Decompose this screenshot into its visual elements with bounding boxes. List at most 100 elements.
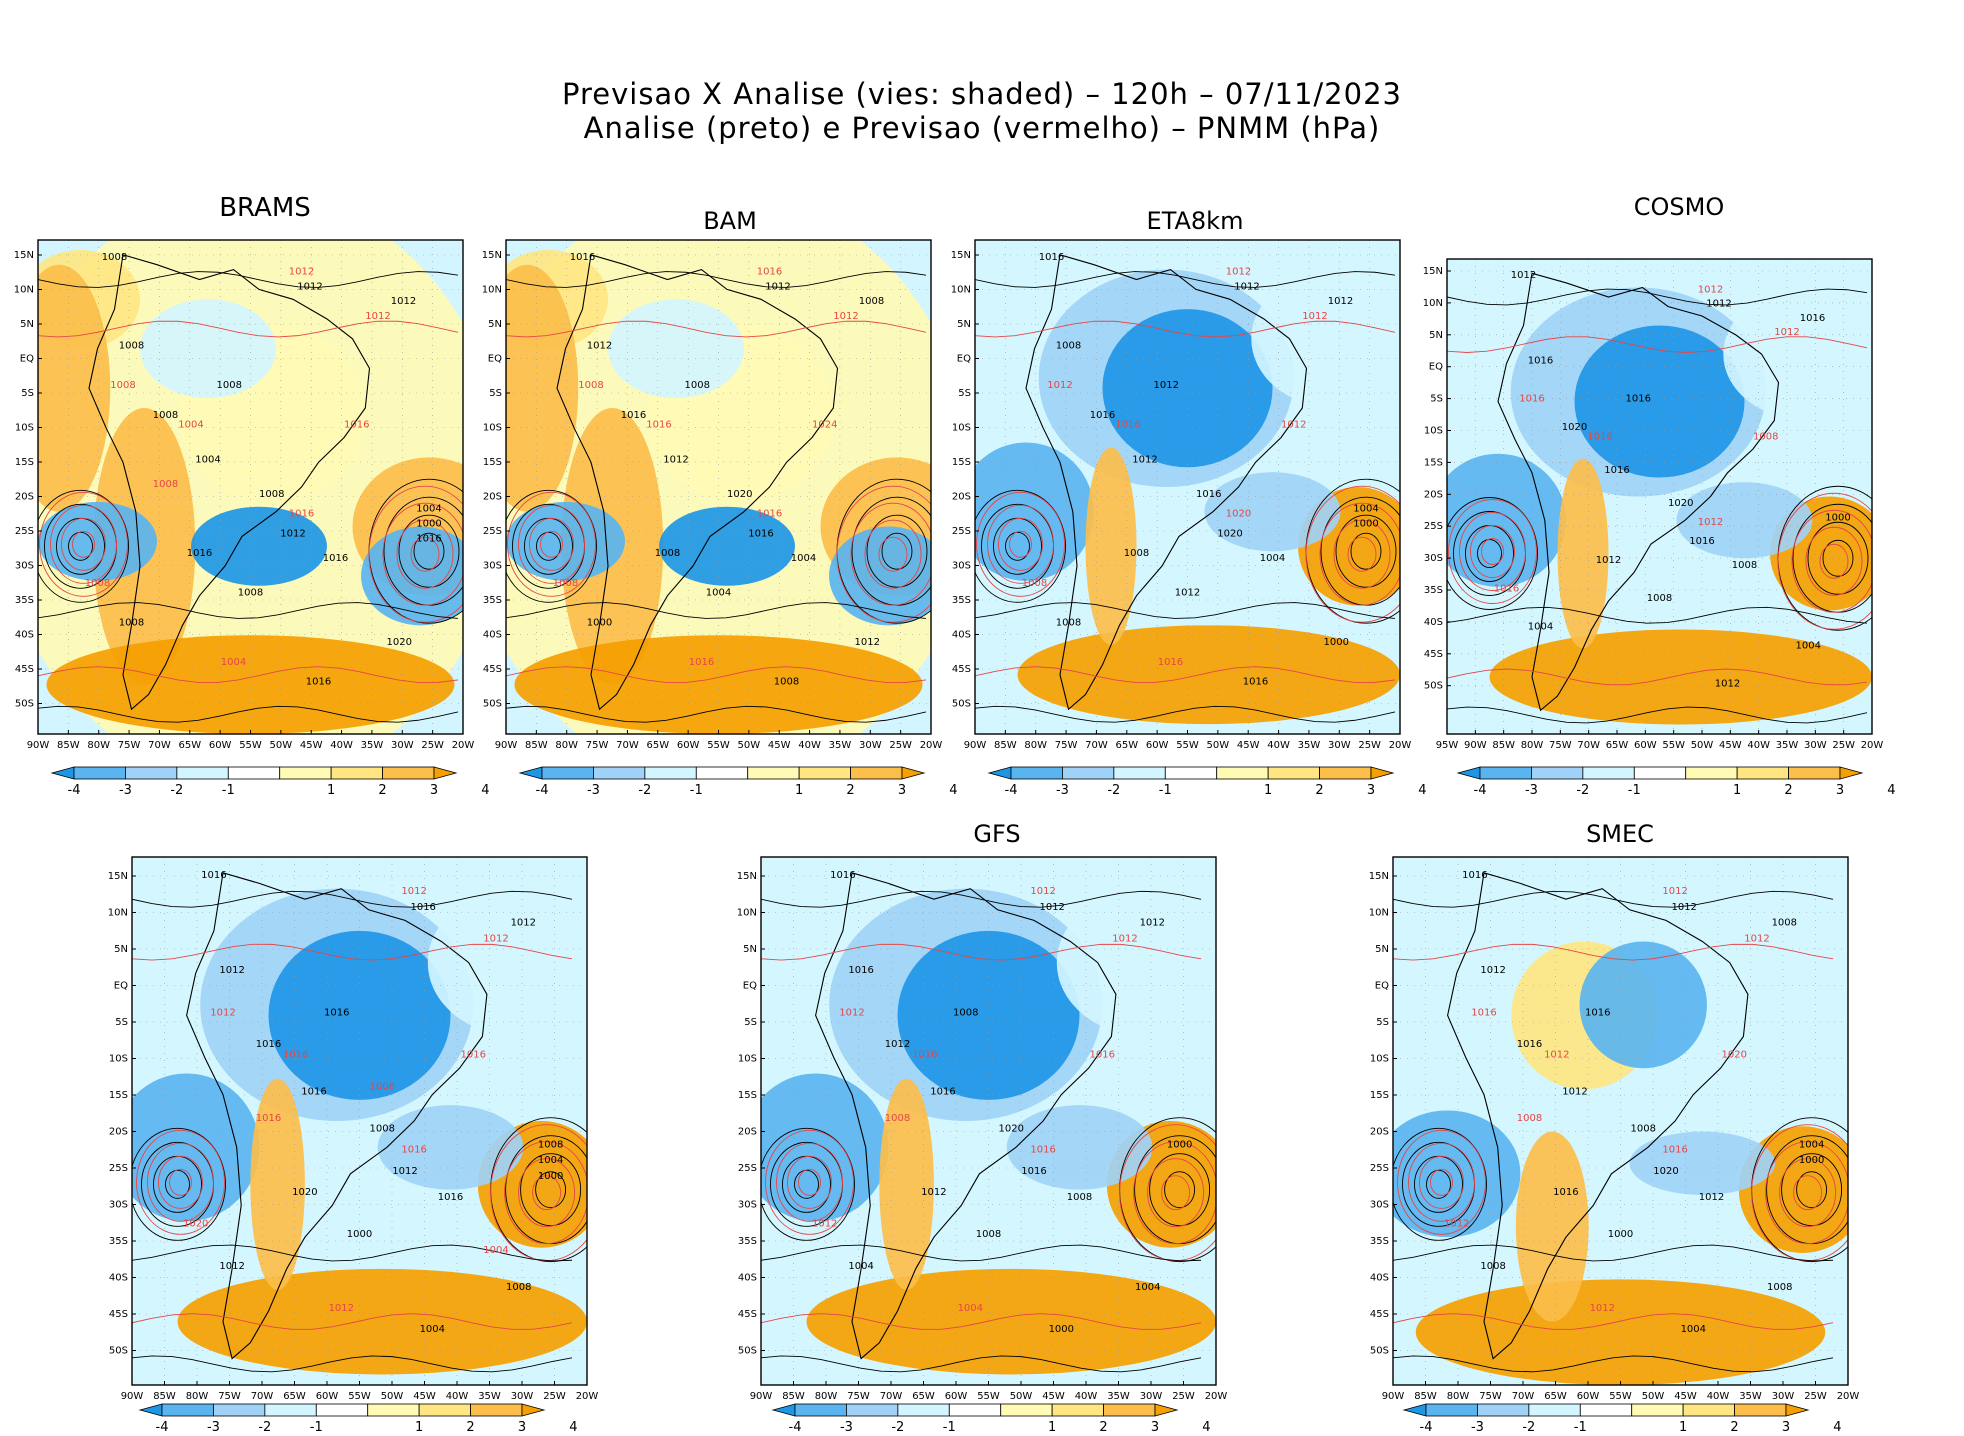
forecast-contour-label: 1016 [757,267,782,278]
bias-shading [46,635,455,734]
colorbar-swatch [1734,1403,1787,1417]
colorbar-swatch [227,766,281,780]
analysis-contour-label: 1008 [953,1007,978,1018]
lon-tick-label: 80W [1447,1391,1470,1402]
bias-shading [177,1268,587,1375]
lat-tick-label: 15N [737,871,757,882]
colorbar-label: -1 [310,1420,323,1435]
analysis-contour [1149,1153,1211,1227]
lon-tick-label: 65W [912,1391,935,1402]
lat-tick-label: 15S [1370,1090,1389,1101]
analysis-contour [761,1355,1202,1373]
colorbar-label: 3 [898,783,906,798]
analysis-contour [761,1127,855,1241]
colorbar-label: -3 [207,1420,220,1435]
analysis-contour-label: 1000 [538,1171,563,1182]
forecast-contour [976,491,1065,597]
forecast-contour [1408,1142,1475,1222]
analysis-contour-label: 1016 [1196,489,1221,500]
analysis-contour-label: 1000 [1608,1229,1633,1240]
analysis-contour [38,705,459,723]
colorbar-swatch [948,1403,1002,1417]
colorbar-arrow-left [987,766,1012,780]
lat-tick-label: EQ [957,354,971,365]
analysis-contour-label: 1016 [1021,1166,1046,1177]
analysis-contour [1781,1153,1843,1227]
lon-tick-label: 90W [1382,1391,1405,1402]
colorbar-swatch [1531,766,1584,780]
analysis-contour [1447,288,1868,306]
map-panel-cosmo: 1012101210161016101610201016102010161012… [1423,258,1883,751]
analysis-contour-label: 1008 [1647,593,1672,604]
forecast-contour-label: 1016 [1115,420,1140,431]
analysis-contour-label: 1004 [848,1261,873,1272]
colorbar-swatch [418,1403,471,1417]
lon-tick-label: 30W [1804,740,1827,751]
analysis-contour-label: 1020 [999,1124,1024,1135]
analysis-contour-label: 1008 [655,548,680,559]
coastline [88,254,371,711]
colorbar-label: 2 [1315,783,1323,798]
colorbar-label: -3 [119,783,132,798]
forecast-contour-label: 1012 [1226,267,1251,278]
colorbar-label: -4 [68,783,81,798]
lon-tick-label: 75W [847,1391,870,1402]
analysis-contour-label: 1016 [301,1087,326,1098]
analysis-contour-label: 1008 [370,1124,395,1135]
lat-tick-label: 30S [952,561,971,572]
colorbar-swatch [1631,1403,1684,1417]
forecast-contour [518,504,585,584]
lat-tick-label: 15N [1423,266,1443,277]
lat-tick-label: 50S [483,699,502,710]
forecast-contour-label: 1004 [221,657,246,668]
colorbar-swatch [1788,766,1841,780]
forecast-contour [1133,1141,1216,1245]
analysis-contour-label: 1012 [1699,1192,1724,1203]
forecast-contour-label: 1016 [1158,657,1183,668]
analysis-contour-label: 1016 [256,1039,281,1050]
lon-tick-label: 70W [1577,740,1600,751]
lon-tick-label: 65W [1115,740,1138,751]
forecast-contour-label: 1016 [344,420,369,431]
colorbar-swatch [470,1403,523,1417]
forecast-contour-label: 1016 [289,509,314,520]
analysis-contour-label: 1012 [1175,588,1200,599]
bias-shading [1056,888,1216,1037]
forecast-contour-label: 1008 [1022,578,1047,589]
analysis-contour-label: 1016 [930,1087,955,1098]
lon-tick-label: 20W [920,740,943,751]
colorbar-swatch [1579,1403,1633,1417]
analysis-contour [975,602,1396,619]
lon-tick-label: 65W [178,740,201,751]
analysis-contour-label: 1008 [119,341,144,352]
lon-tick-label: 45W [1674,1391,1697,1402]
analysis-contour [1796,1171,1828,1209]
lon-tick-label: 20W [576,1391,599,1402]
analysis-contour-label: 1008 [1124,548,1149,559]
analysis-contour-label: 1004 [420,1324,445,1335]
analysis-contour-label: 1008 [685,380,710,391]
colorbar-label: 1 [415,1420,423,1435]
lon-tick-label: 25W [543,1391,566,1402]
lat-tick-label: 5S [21,388,34,399]
analysis-contour-label: 1012 [885,1039,910,1050]
colorbar-label: -4 [156,1420,169,1435]
colorbar-label: -2 [1576,783,1589,798]
lon-tick-label: 55W [1176,740,1199,751]
bias-shading [829,526,931,626]
lat-tick-label: 50S [109,1346,128,1357]
forecast-contour [1419,1155,1464,1209]
lat-tick-label: 25S [483,526,502,537]
colorbar-label: 4 [949,783,957,798]
lon-tick-label: 35W [1107,1391,1130,1402]
bias-shading [1102,309,1273,468]
lat-tick-label: 45S [738,1309,757,1320]
analysis-contour-label: 1008 [774,677,799,688]
analysis-contour [536,531,561,561]
lon-tick-label: 50W [1010,1391,1033,1402]
analysis-contour-label: 1000 [587,617,612,628]
bias-shading [1579,941,1707,1069]
lon-tick-label: 60W [209,740,232,751]
colorbar-label: -4 [536,783,549,798]
lat-tick-label: 10N [14,285,34,296]
